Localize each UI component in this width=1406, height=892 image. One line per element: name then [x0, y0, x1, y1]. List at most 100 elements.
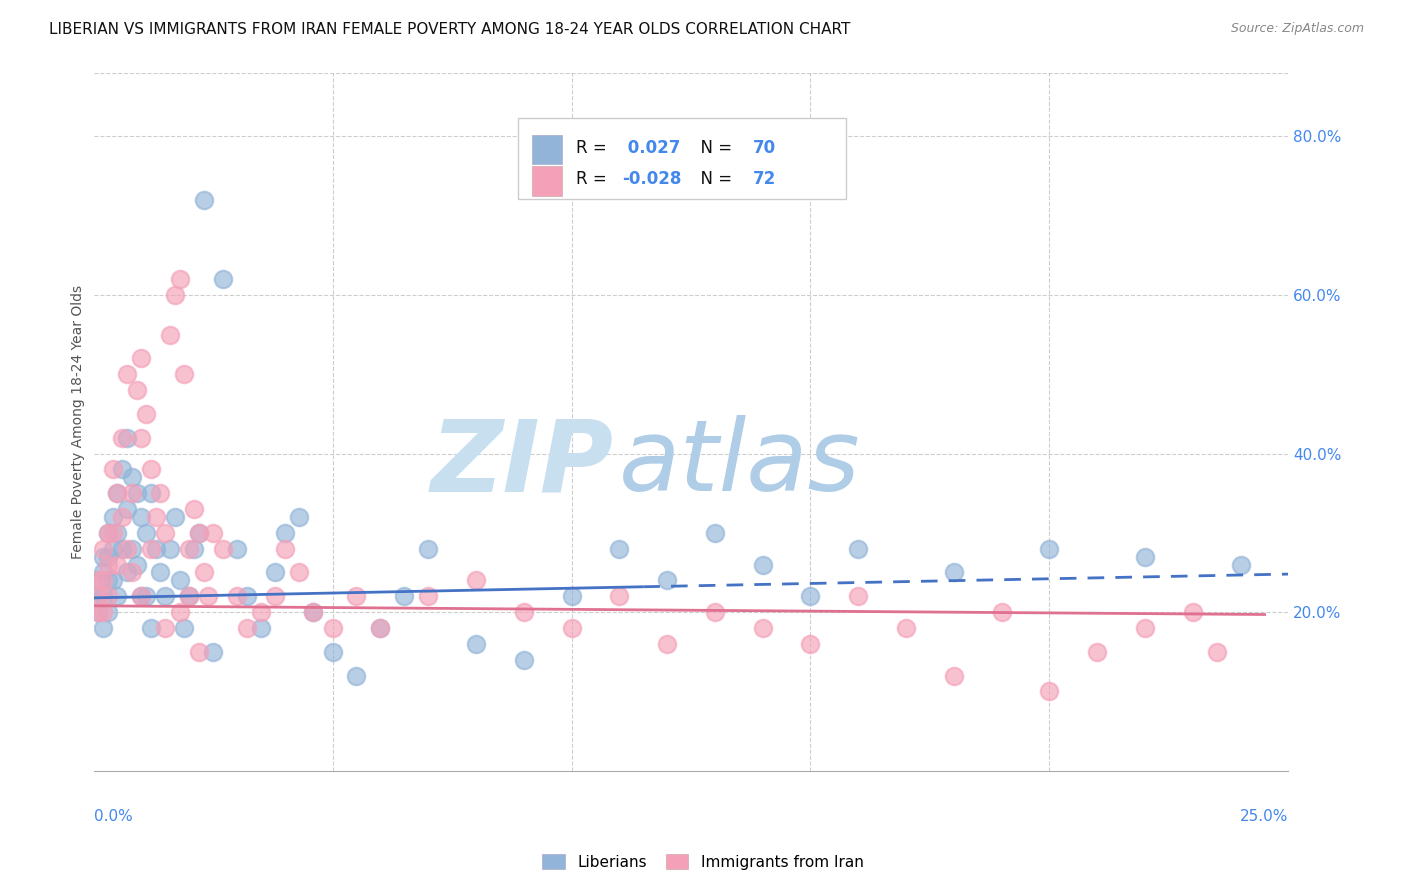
Point [302, 605, 325, 619]
Text: atlas: atlas [619, 415, 860, 512]
Point [655, 574, 678, 588]
Point [101, 541, 124, 556]
Point [101, 525, 124, 540]
Point [1038, 684, 1060, 698]
Point [159, 541, 181, 556]
Point [322, 621, 344, 635]
Point [139, 462, 162, 476]
Point [703, 525, 725, 540]
Point [894, 621, 917, 635]
Text: 0.0%: 0.0% [94, 809, 132, 824]
Point [163, 510, 186, 524]
Point [394, 589, 416, 603]
Point [115, 566, 138, 580]
Point [115, 431, 138, 445]
Point [370, 621, 392, 635]
Point [101, 510, 124, 524]
Point [173, 621, 195, 635]
Point [274, 541, 297, 556]
Point [111, 431, 134, 445]
Text: ZIP: ZIP [430, 415, 613, 512]
Point [464, 637, 486, 651]
Point [135, 407, 157, 421]
Point [101, 574, 124, 588]
Point [322, 645, 344, 659]
Point [115, 502, 138, 516]
Point [202, 525, 225, 540]
Point [250, 621, 273, 635]
Point [990, 605, 1012, 619]
Point [125, 558, 148, 572]
Point [187, 525, 209, 540]
Point [1133, 621, 1156, 635]
Text: -0.028: -0.028 [621, 170, 681, 188]
Point [87, 589, 110, 603]
Point [187, 525, 209, 540]
Point [135, 589, 157, 603]
Point [250, 605, 273, 619]
Point [97, 574, 120, 588]
FancyBboxPatch shape [531, 167, 562, 195]
Point [274, 525, 297, 540]
Point [418, 589, 440, 603]
Point [97, 589, 120, 603]
Point [512, 605, 534, 619]
Point [179, 541, 201, 556]
Point [211, 541, 233, 556]
Point [288, 566, 311, 580]
Text: 72: 72 [754, 170, 776, 188]
Point [87, 589, 110, 603]
Point [346, 589, 368, 603]
Point [655, 637, 678, 651]
Y-axis label: Female Poverty Among 18-24 Year Olds: Female Poverty Among 18-24 Year Olds [72, 285, 86, 559]
Text: Source: ZipAtlas.com: Source: ZipAtlas.com [1230, 22, 1364, 36]
Text: R =: R = [576, 170, 612, 188]
FancyBboxPatch shape [517, 119, 846, 199]
Point [131, 351, 153, 366]
Point [139, 621, 162, 635]
Point [121, 470, 143, 484]
Point [183, 502, 205, 516]
Point [91, 621, 114, 635]
Text: 70: 70 [754, 138, 776, 157]
Point [125, 486, 148, 500]
Point [97, 525, 120, 540]
Point [155, 525, 177, 540]
Point [159, 327, 181, 342]
Point [560, 589, 582, 603]
Point [1205, 645, 1227, 659]
Point [942, 566, 965, 580]
Point [942, 668, 965, 682]
Point [846, 541, 869, 556]
Point [145, 541, 167, 556]
FancyBboxPatch shape [531, 135, 562, 164]
Point [799, 589, 821, 603]
Point [169, 605, 191, 619]
Point [101, 462, 124, 476]
Text: R =: R = [576, 138, 612, 157]
Point [87, 574, 110, 588]
Point [91, 566, 114, 580]
Point [107, 589, 129, 603]
Point [512, 653, 534, 667]
Point [1038, 541, 1060, 556]
Point [846, 589, 869, 603]
Point [560, 621, 582, 635]
Point [121, 541, 143, 556]
Point [91, 605, 114, 619]
Point [97, 549, 120, 564]
Point [131, 510, 153, 524]
Point [173, 368, 195, 382]
Text: 0.027: 0.027 [621, 138, 681, 157]
Point [91, 541, 114, 556]
Point [703, 605, 725, 619]
Point [751, 621, 773, 635]
Legend: Liberians, Immigrants from Iran: Liberians, Immigrants from Iran [534, 846, 872, 877]
Point [87, 605, 110, 619]
Point [235, 589, 257, 603]
Point [131, 589, 153, 603]
Point [607, 541, 630, 556]
Point [607, 589, 630, 603]
Point [87, 574, 110, 588]
Point [145, 510, 167, 524]
